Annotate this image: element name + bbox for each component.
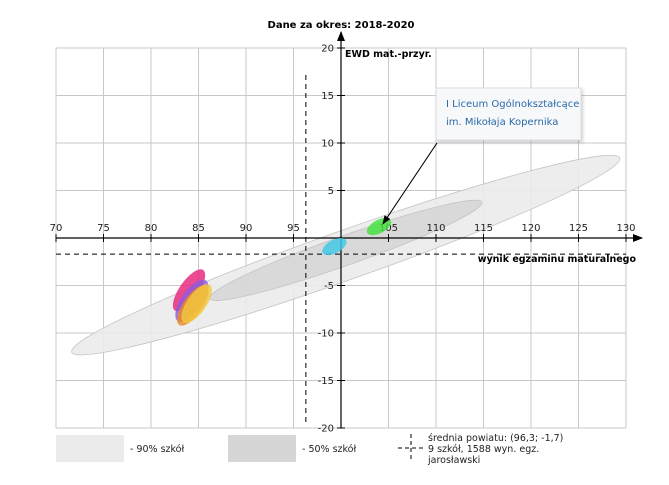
annotation-text-line-1: I Liceum Ogólnokształcące xyxy=(446,98,579,110)
x-tick-label: 105 xyxy=(379,223,398,234)
x-tick-label: 85 xyxy=(192,223,205,234)
y-tick-label: 20 xyxy=(321,44,334,55)
legend: - 90% szkół - 50% szkół średnia powiatu:… xyxy=(56,433,563,466)
legend-swatch-50 xyxy=(228,435,296,462)
y-tick-label: 15 xyxy=(321,91,334,102)
y-tick-label: 5 xyxy=(328,186,334,197)
x-tick-label: 70 xyxy=(50,223,63,234)
x-tick-label: 125 xyxy=(569,223,588,234)
legend-county-mean: średnia powiatu: (96,3; -1,7) xyxy=(428,433,563,444)
y-tick-label: -20 xyxy=(318,424,334,435)
x-tick-label: 80 xyxy=(145,223,158,234)
annotation-text-line-2: im. Mikołaja Kopernika xyxy=(446,117,558,128)
x-tick-label: 130 xyxy=(616,223,635,234)
annotation-box xyxy=(435,87,582,141)
legend-label-50: - 50% szkół xyxy=(302,444,356,455)
school-point-2 xyxy=(322,237,347,256)
legend-swatch-90 xyxy=(56,435,124,462)
y-tick-label: -15 xyxy=(318,376,334,387)
x-tick-label: 110 xyxy=(426,223,445,234)
x-axis-label: wynik egzaminu maturalnego xyxy=(478,254,637,265)
annotation: I Liceum Ogólnokształcące im. Mikołaja Ko… xyxy=(382,87,582,225)
county-mean-lines xyxy=(56,75,626,424)
chart-title: Dane za okres: 2018-2020 xyxy=(268,20,415,31)
x-tick-label: 120 xyxy=(521,223,540,234)
legend-label-90: - 90% szkół xyxy=(130,444,184,455)
band-band50 xyxy=(209,199,483,301)
x-tick-label: 115 xyxy=(474,223,493,234)
x-tick-label: 95 xyxy=(287,223,300,234)
school-point-6 xyxy=(181,284,212,324)
legend-county-symbol xyxy=(398,434,424,462)
x-tick-label: 90 xyxy=(240,223,253,234)
x-tick-label: 75 xyxy=(97,223,110,234)
axes: 70 75 80 85 90 95 105 110 115 120 125 130-20-15-10-… xyxy=(50,31,643,435)
schools xyxy=(172,218,392,326)
annotation-arrow xyxy=(382,142,438,225)
y-tick-label: 10 xyxy=(321,139,334,150)
legend-county-name: jarosławski xyxy=(427,455,480,466)
legend-county-count: 9 szkół, 1588 wyn. egz. xyxy=(428,444,539,455)
y-tick-label: -5 xyxy=(324,281,334,292)
y-tick-label: -10 xyxy=(318,329,334,340)
y-axis-label: EWD mat.-przyr. xyxy=(345,49,432,60)
